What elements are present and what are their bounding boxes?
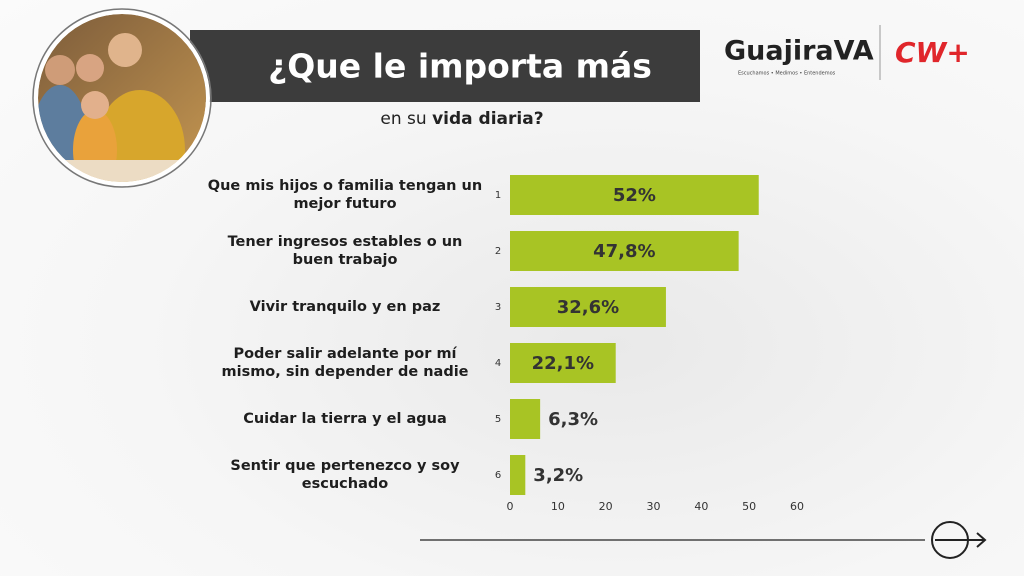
chart-title: ¿Que le importa más (268, 47, 652, 86)
value-label: 47,8% (593, 241, 655, 262)
x-tick-label: 40 (694, 500, 708, 513)
photo (38, 14, 206, 182)
bar (510, 399, 541, 439)
rank-label: 6 (495, 470, 501, 481)
brand-tagline: Escuchamos • Medimos • Entendemos (738, 71, 836, 77)
bar (510, 231, 739, 271)
value-label: 22,1% (532, 353, 594, 374)
value-label: 52% (613, 185, 656, 206)
subtitle-part: vida diaria? (432, 109, 543, 129)
value-label: 6,3% (548, 409, 598, 430)
category-label: Cuidar la tierra y el agua (243, 411, 447, 427)
x-tick-label: 20 (599, 500, 613, 513)
subtitle-part: en su (380, 109, 426, 129)
x-tick-label: 10 (551, 500, 565, 513)
partner-logo: CW+ (895, 36, 970, 69)
category-label: Sentir que pertenezco y soy escuchado (230, 458, 460, 492)
bar (510, 343, 616, 383)
category-label: Tener ingresos estables o un buen trabaj… (227, 234, 463, 268)
category-label: Poder salir adelante por mí mismo, sin d… (221, 346, 469, 380)
title-bar (190, 30, 700, 102)
x-tick-label: 50 (742, 500, 756, 513)
value-label: 3,2% (533, 465, 583, 486)
photo-ring (34, 10, 210, 186)
category-label: Que mis hijos o familia tengan un mejor … (207, 178, 483, 212)
x-tick-label: 30 (647, 500, 661, 513)
next-icon[interactable] (931, 521, 987, 559)
bar (510, 175, 759, 215)
rank-label: 1 (495, 190, 501, 201)
photo-ring (32, 8, 212, 188)
brand-logo: GuajiraVA (724, 36, 874, 67)
x-tick-label: 60 (790, 500, 804, 513)
bar (510, 455, 526, 495)
bar (510, 287, 666, 327)
value-label: 32,6% (557, 297, 619, 318)
rank-label: 3 (495, 302, 501, 313)
rank-label: 4 (495, 358, 501, 369)
x-tick-label: 0 (507, 500, 514, 513)
rank-label: 2 (495, 246, 501, 257)
subtitle: en su vida diaria? (380, 109, 543, 129)
rank-label: 5 (495, 414, 501, 425)
category-label: Vivir tranquilo y en paz (249, 299, 441, 315)
